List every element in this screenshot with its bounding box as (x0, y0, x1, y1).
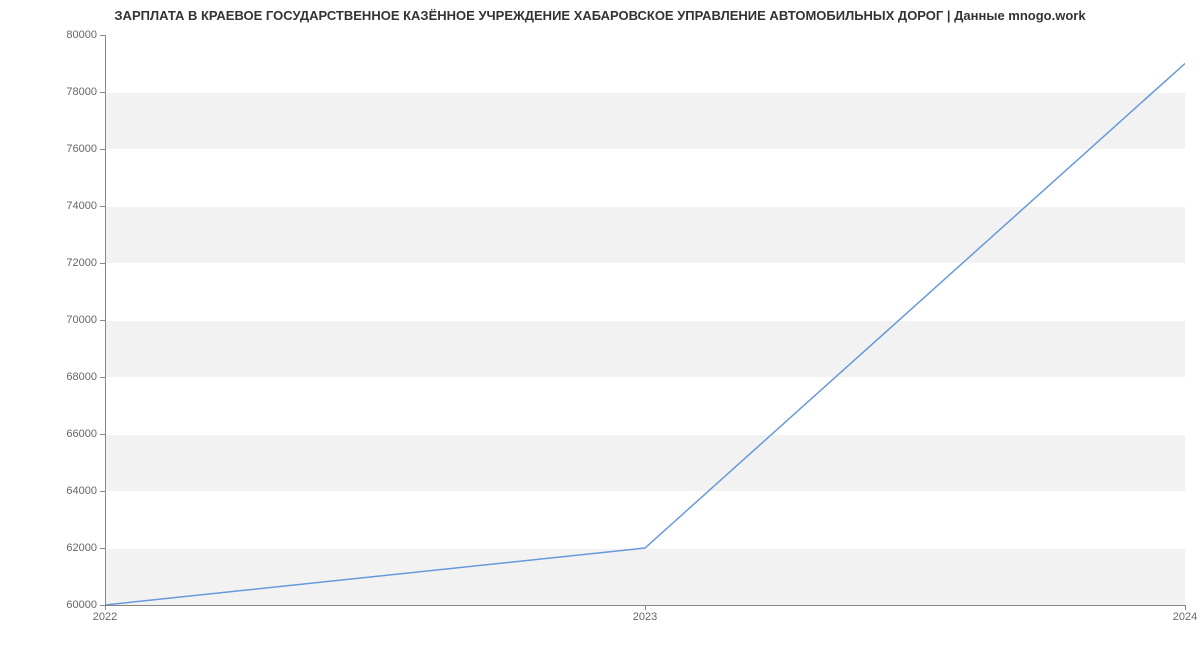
y-tick-label: 62000 (66, 542, 97, 554)
y-tick-label: 64000 (66, 485, 97, 497)
y-tick-label: 60000 (66, 599, 97, 611)
x-axis-line (105, 605, 1185, 606)
x-tick-label: 2024 (1173, 611, 1197, 623)
x-tick-mark (1185, 605, 1186, 610)
y-tick-label: 66000 (66, 428, 97, 440)
y-tick-label: 70000 (66, 314, 97, 326)
y-tick-label: 78000 (66, 86, 97, 98)
y-tick-label: 74000 (66, 200, 97, 212)
y-tick-label: 80000 (66, 29, 97, 41)
line-layer (105, 35, 1185, 605)
x-tick-label: 2023 (633, 611, 657, 623)
series-line-salary (105, 64, 1185, 606)
y-tick-label: 72000 (66, 257, 97, 269)
salary-chart: ЗАРПЛАТА В КРАЕВОЕ ГОСУДАРСТВЕННОЕ КАЗЁН… (0, 0, 1200, 650)
y-tick-label: 76000 (66, 143, 97, 155)
x-tick-label: 2022 (93, 611, 117, 623)
y-tick-label: 68000 (66, 371, 97, 383)
chart-title: ЗАРПЛАТА В КРАЕВОЕ ГОСУДАРСТВЕННОЕ КАЗЁН… (0, 8, 1200, 23)
plot-area: 6000062000640006600068000700007200074000… (105, 35, 1185, 605)
